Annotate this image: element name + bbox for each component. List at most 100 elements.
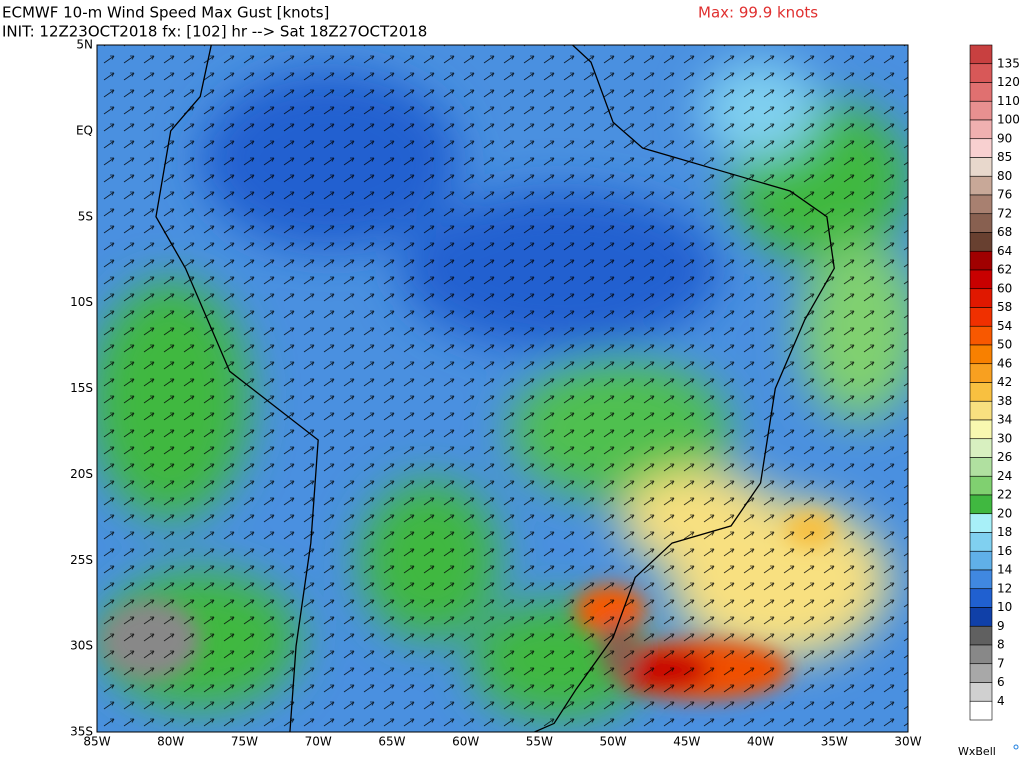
- lon-label: 75W: [231, 735, 258, 749]
- colorbar-label: 72: [997, 206, 1012, 220]
- colorbar-swatch: [969, 307, 993, 327]
- colorbar-label: 120: [997, 75, 1020, 89]
- colorbar-swatch: [969, 625, 993, 646]
- lon-label: 80W: [157, 735, 184, 749]
- colorbar-swatch: [969, 269, 993, 290]
- colorbar-swatch: [969, 700, 993, 721]
- colorbar-swatch: [969, 157, 993, 177]
- colorbar-swatch: [969, 532, 993, 552]
- colorbar-label: 7: [997, 656, 1005, 670]
- title: ECMWF 10-m Wind Speed Max Gust [knots]: [2, 4, 329, 22]
- colorbar-label: 90: [997, 131, 1012, 145]
- lon-label: 30W: [894, 735, 921, 749]
- colorbar-label: 12: [997, 581, 1012, 595]
- lat-label: 10S: [70, 295, 93, 309]
- colorbar-label: 54: [997, 319, 1012, 333]
- map: [97, 45, 908, 732]
- colorbar-swatch: [969, 400, 993, 421]
- colorbar-swatch: [969, 457, 993, 477]
- colorbar-label: 58: [997, 300, 1012, 314]
- init-line: INIT: 12Z23OCT2018 fx: [102] hr --> Sat …: [2, 23, 427, 41]
- colorbar-label: 42: [997, 375, 1012, 389]
- colorbar-label: 38: [997, 394, 1012, 408]
- colorbar-label: 100: [997, 113, 1020, 127]
- colorbar-label: 8: [997, 638, 1005, 652]
- colorbar-label: 135: [997, 56, 1020, 70]
- colorbar-swatch: [969, 382, 993, 402]
- lat-labels: 5N EQ 5S 10S 15S 20S 25S 30S 35S: [70, 38, 93, 739]
- colorbar-label: 20: [997, 506, 1012, 520]
- colorbar-label: 64: [997, 244, 1012, 258]
- lat-label: 35S: [70, 725, 93, 739]
- lon-label: 50W: [600, 735, 627, 749]
- colorbar-swatch: [969, 419, 993, 440]
- colorbar-swatch: [969, 438, 993, 458]
- brand: WxBell: [958, 745, 996, 758]
- colorbar-label: 4: [997, 694, 1005, 708]
- colorbar-swatch: [969, 213, 993, 233]
- lat-label: 25S: [70, 553, 93, 567]
- colorbar-swatch: [969, 175, 993, 196]
- lat-label: 5N: [76, 38, 93, 52]
- colorbar-swatch: [969, 682, 993, 702]
- lon-label: 55W: [526, 735, 553, 749]
- colorbar-label: 46: [997, 356, 1012, 370]
- colorbar-label: 30: [997, 431, 1012, 445]
- colorbar-swatch: [969, 363, 993, 383]
- colorbar-swatch: [969, 194, 993, 215]
- coastline: [155, 45, 835, 732]
- lon-label: 85W: [83, 735, 110, 749]
- colorbar-label: 62: [997, 263, 1012, 277]
- lat-label: 5S: [78, 209, 93, 223]
- colorbar-label: 26: [997, 450, 1012, 464]
- colorbar-swatch: [969, 325, 993, 346]
- colorbar-label: 68: [997, 225, 1012, 239]
- colorbar-swatch: [969, 644, 993, 665]
- colorbar-label: 18: [997, 525, 1012, 539]
- colorbar-swatch: [969, 607, 993, 627]
- lat-label: EQ: [76, 123, 93, 137]
- colorbar-label: 80: [997, 169, 1012, 183]
- colorbar-swatch: [969, 119, 993, 140]
- colorbar-swatch: [969, 475, 993, 496]
- colorbar-swatch: [969, 100, 993, 121]
- colorbar-label: 110: [997, 94, 1020, 108]
- lon-label: 70W: [305, 735, 332, 749]
- colorbar-swatch: [969, 288, 993, 308]
- colorbar-label: 10: [997, 600, 1012, 614]
- colorbar-swatch: [969, 569, 993, 590]
- colorbar-swatch: [969, 344, 993, 365]
- colorbar-label: 60: [997, 281, 1012, 295]
- colorbar-label: 85: [997, 150, 1012, 164]
- colorbar-label: 9: [997, 619, 1005, 633]
- lat-label: 20S: [70, 467, 93, 481]
- colorbar-swatch: [969, 138, 993, 158]
- lon-label: 35W: [821, 735, 848, 749]
- lat-label: 30S: [70, 639, 93, 653]
- colorbar-swatch: [969, 44, 993, 65]
- colorbar-label: 22: [997, 488, 1012, 502]
- lon-label: 40W: [747, 735, 774, 749]
- brand-dot: [1013, 744, 1019, 750]
- colorbar-swatch: [969, 232, 993, 252]
- colorbar-swatch: [969, 550, 993, 571]
- colorbar-swatch: [969, 513, 993, 533]
- colorbar-label: 34: [997, 413, 1012, 427]
- map-frame: [96, 44, 909, 733]
- lon-label: 60W: [452, 735, 479, 749]
- colorbar-swatch: [969, 588, 993, 608]
- colorbar-swatch: [969, 250, 993, 271]
- colorbar-swatch: [969, 82, 993, 102]
- colorbar-swatch: [969, 663, 993, 683]
- lon-label: 65W: [378, 735, 405, 749]
- lon-labels: 85W 80W 75W 70W 65W 60W 55W 50W 45W 40W 35W 30W: [83, 735, 921, 749]
- colorbar-swatch: [969, 494, 993, 515]
- colorbar-label: 16: [997, 544, 1012, 558]
- lon-label: 45W: [673, 735, 700, 749]
- colorbar: 1351201101009085807672686462605854504642…: [969, 44, 1020, 721]
- colorbar-swatch: [969, 63, 993, 83]
- colorbar-label: 14: [997, 563, 1012, 577]
- colorbar-label: 6: [997, 675, 1005, 689]
- colorbar-label: 24: [997, 469, 1012, 483]
